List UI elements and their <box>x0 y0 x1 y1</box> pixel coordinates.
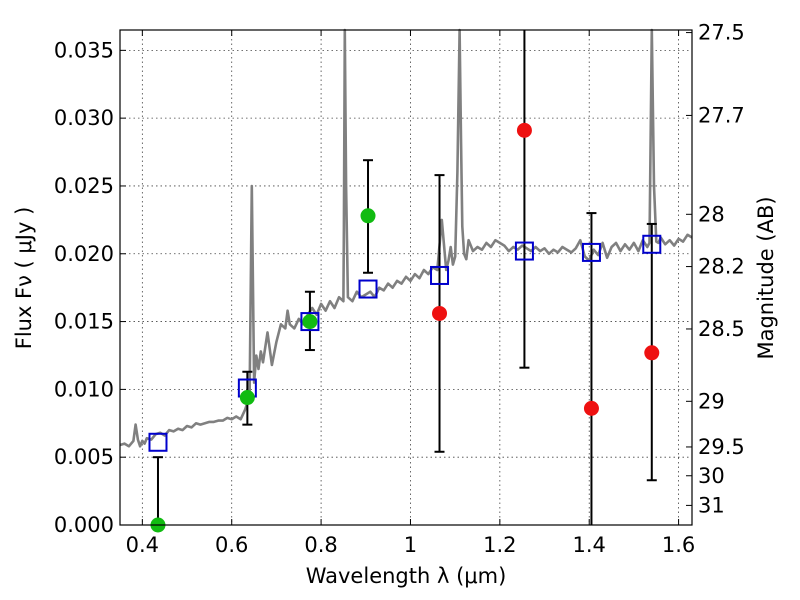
model-photometry-box <box>642 234 662 254</box>
y-tick-label: 0.035 <box>54 38 114 62</box>
x-tick-label: 1 <box>404 533 417 557</box>
sed-line <box>119 28 693 448</box>
observed-point-red <box>516 122 532 138</box>
x-tick-label: 0.6 <box>215 533 248 557</box>
sed-model-curve <box>119 28 693 448</box>
right-tick-label: 29.5 <box>698 435 745 459</box>
right-axis-label: Magnitude (AB) <box>754 196 778 359</box>
axis-ticks <box>120 30 692 526</box>
tick-labels: 0.4 0.6 0.8 1 1.2 1.4 1.6 0.000 0.005 0.010 0.015 0… <box>54 21 745 557</box>
x-axis-label: Wavelength λ (μm) <box>306 564 507 588</box>
y-axis-label: Flux Fν ( μJy ) <box>12 207 36 350</box>
right-tick-label: 31 <box>698 493 725 517</box>
x-tick-label: 1.2 <box>483 533 516 557</box>
error-bars <box>152 30 657 525</box>
x-tick-label: 1.6 <box>662 533 695 557</box>
right-tick-label: 28.2 <box>698 255 745 279</box>
plot-frame <box>119 29 693 526</box>
y-tick-label: 0.010 <box>54 377 114 401</box>
model-photometry-box <box>514 241 534 261</box>
right-tick-label: 29 <box>698 389 725 413</box>
right-tick-label: 28.5 <box>698 317 745 341</box>
observed-point-red <box>583 400 599 416</box>
y-tick-label: 0.020 <box>54 242 114 266</box>
grid-lines <box>120 30 692 526</box>
y-tick-label: 0.015 <box>54 310 114 334</box>
y-tick-label: 0.005 <box>54 445 114 469</box>
observed-point-green <box>360 208 376 224</box>
model-photometry-box <box>358 279 378 299</box>
right-tick-label: 28 <box>698 202 725 226</box>
observed-point-red <box>432 305 448 321</box>
y-tick-label: 0.000 <box>54 513 114 537</box>
right-tick-label: 27.7 <box>698 103 745 127</box>
model-photometry-box <box>148 432 168 452</box>
model-photometry-box <box>581 242 601 262</box>
y-tick-label: 0.030 <box>54 106 114 130</box>
x-tick-label: 1.4 <box>573 533 606 557</box>
x-tick-label: 0.8 <box>304 533 337 557</box>
observed-point-green <box>302 314 318 330</box>
model-photometry-box <box>300 312 320 332</box>
observed-point-green <box>239 390 255 406</box>
data-points <box>148 122 662 533</box>
right-tick-label: 27.5 <box>698 21 745 45</box>
x-tick-label: 0.4 <box>126 533 159 557</box>
y-tick-label: 0.025 <box>54 174 114 198</box>
model-photometry-box <box>430 265 450 285</box>
right-tick-label: 30 <box>698 464 725 488</box>
observed-point-red <box>644 345 660 361</box>
